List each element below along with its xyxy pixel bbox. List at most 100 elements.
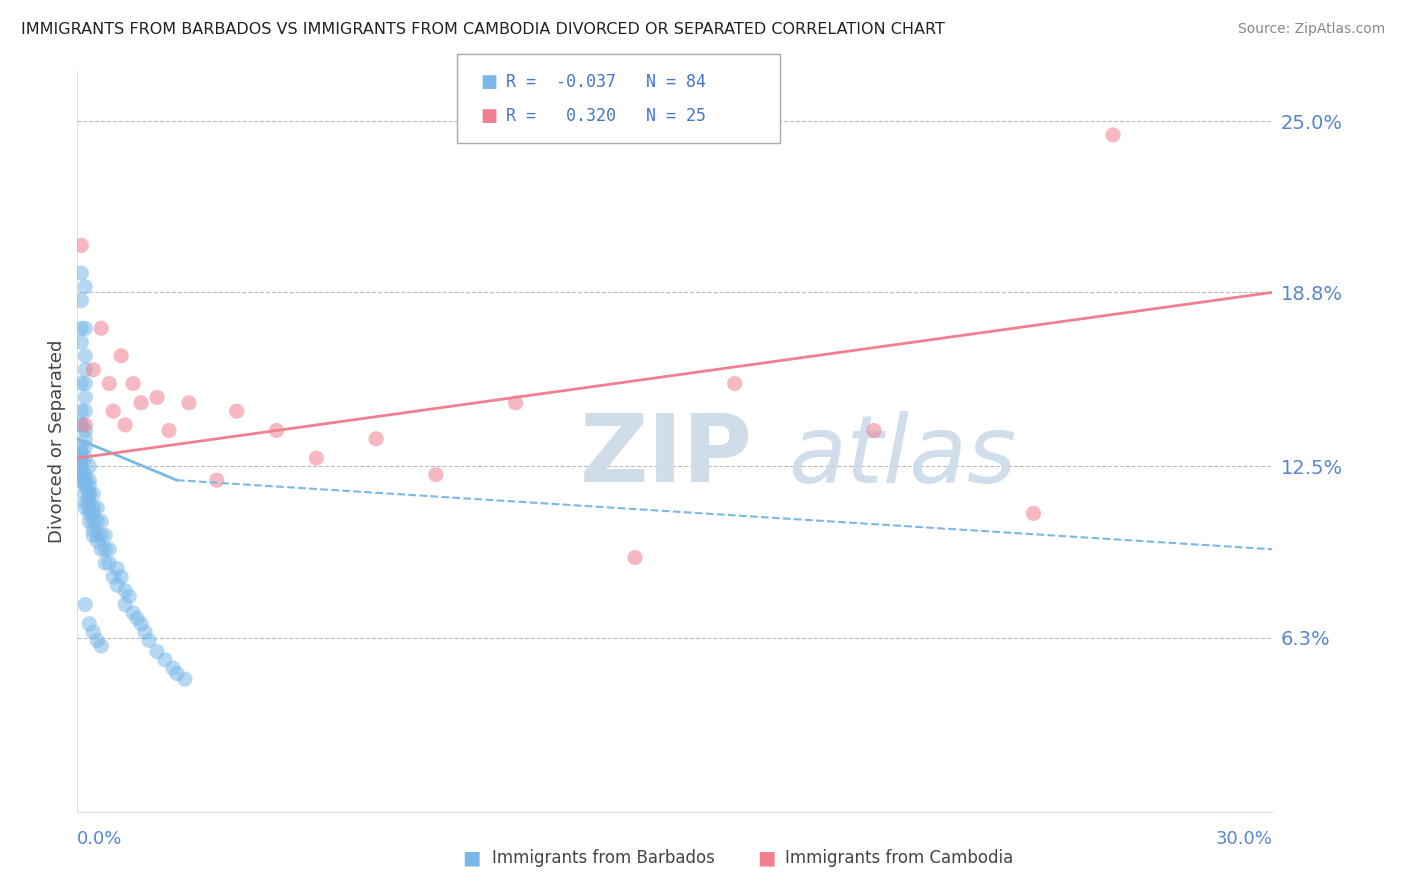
Point [90,321,112,335]
Point [86,633,108,648]
Point [75,479,97,493]
Y-axis label: Divorced or Separated: Divorced or Separated [48,340,66,543]
Text: ■: ■ [481,107,498,125]
Point [70,459,93,474]
Text: Immigrants from Barbados: Immigrants from Barbados [492,849,716,867]
Point [79,479,101,493]
Point [75,390,97,404]
Point [146,390,169,404]
Point [70,404,93,418]
Point [110,349,132,363]
Point [79,487,101,501]
Point [366,432,388,446]
Point [79,495,101,509]
Point [70,445,93,459]
Point [174,672,197,686]
Point [70,266,93,280]
Point [225,404,247,418]
Point [82,515,104,529]
Point [75,495,97,509]
Point [1022,507,1045,521]
Point [70,321,93,335]
Point [86,515,108,529]
Point [114,598,136,612]
Point [110,570,132,584]
Point [90,542,112,557]
Point [75,487,97,501]
Point [266,424,288,438]
Point [75,473,97,487]
Point [105,561,128,575]
Point [157,424,180,438]
Point [75,479,97,493]
Point [105,578,128,592]
Point [75,404,97,418]
Point [82,500,104,515]
Point [75,500,97,515]
Point [305,451,328,466]
Point [75,424,97,438]
Point [70,467,93,482]
Text: IMMIGRANTS FROM BARBADOS VS IMMIGRANTS FROM CAMBODIA DIVORCED OR SEPARATED CORRE: IMMIGRANTS FROM BARBADOS VS IMMIGRANTS F… [21,22,945,37]
Point [70,459,93,474]
Point [166,666,188,681]
Point [505,396,527,410]
Point [79,515,101,529]
Point [75,467,97,482]
Point [205,473,228,487]
Point [1102,128,1125,142]
Point [86,528,108,542]
Point [90,528,112,542]
Text: Immigrants from Cambodia: Immigrants from Cambodia [785,849,1012,867]
Point [75,349,97,363]
Point [122,376,145,391]
Text: ZIP: ZIP [579,410,752,502]
Text: ■: ■ [756,848,776,867]
Point [177,396,200,410]
Point [70,335,93,350]
Text: atlas: atlas [789,411,1017,502]
Point [138,633,160,648]
Point [70,293,93,308]
Text: 0.0%: 0.0% [77,830,122,848]
Text: R =   0.320   N = 25: R = 0.320 N = 25 [506,107,706,125]
Point [146,644,169,658]
Point [122,606,145,620]
Point [153,653,176,667]
Point [70,473,93,487]
Point [79,459,101,474]
Point [82,507,104,521]
Point [75,598,97,612]
Point [75,432,97,446]
Point [425,467,447,482]
Text: ■: ■ [481,73,498,91]
Point [98,556,121,570]
Point [724,376,747,391]
Point [82,362,104,376]
Point [70,467,93,482]
Point [70,376,93,391]
Text: R =  -0.037   N = 84: R = -0.037 N = 84 [506,73,706,91]
Point [624,550,647,565]
Point [79,487,101,501]
Point [79,473,101,487]
Point [98,376,121,391]
Point [70,451,93,466]
Point [82,487,104,501]
Point [82,523,104,537]
Point [118,589,141,603]
Text: 30.0%: 30.0% [1216,830,1272,848]
Point [70,417,93,432]
Point [75,451,97,466]
Point [70,238,93,252]
Point [75,376,97,391]
Point [82,625,104,640]
Point [79,507,101,521]
Point [75,280,97,294]
Point [129,616,152,631]
Point [114,583,136,598]
Point [75,321,97,335]
Point [86,500,108,515]
Point [90,515,112,529]
Point [75,362,97,376]
